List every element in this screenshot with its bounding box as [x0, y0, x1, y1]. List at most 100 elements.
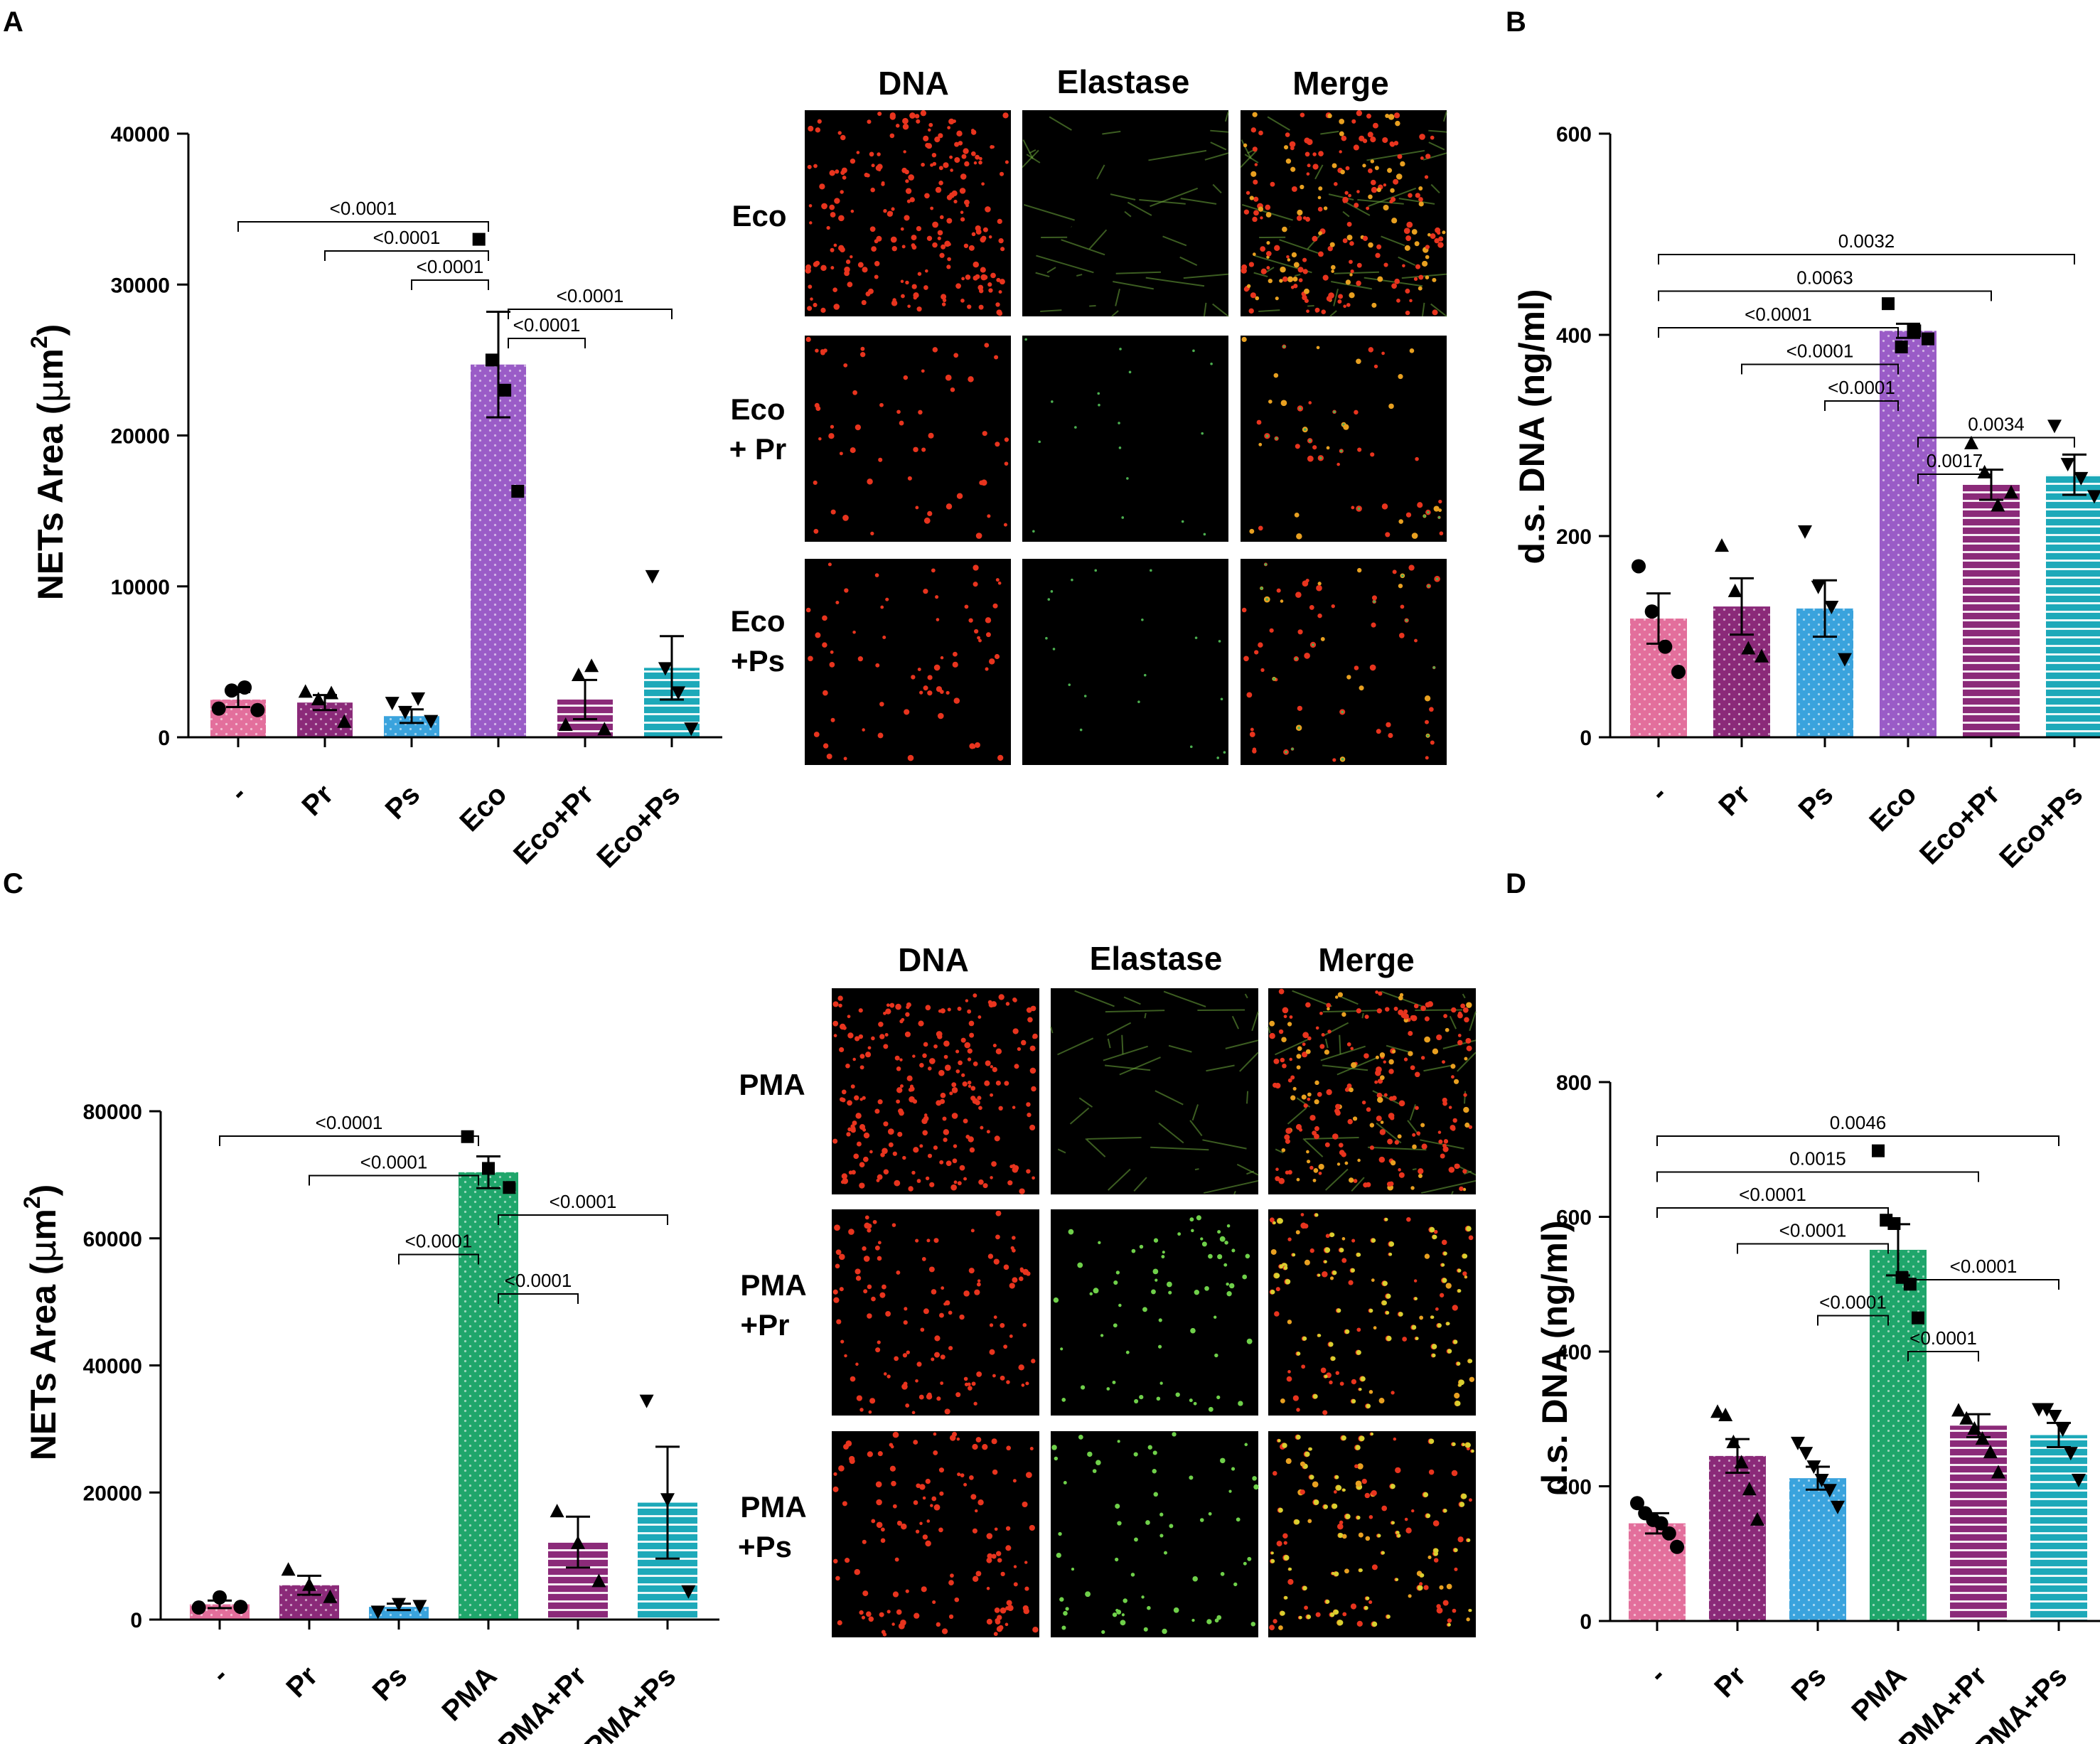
- point-a-5-3: [684, 722, 699, 737]
- bar-c-3: [459, 1172, 518, 1620]
- ytick-label-a-2: 20000: [111, 425, 170, 449]
- xtick-label-c-1: Pr: [280, 1660, 323, 1703]
- sig-label-c-4: <0.0001: [316, 1112, 383, 1133]
- panel-label-b: B: [1506, 6, 1526, 38]
- micrograph-2-r1-merge: [1268, 988, 1477, 1195]
- point-d-4-5: [1991, 1465, 2005, 1479]
- ytick-label-b-0: 0: [1580, 727, 1592, 750]
- point-d-4-0: [1951, 1403, 1966, 1417]
- sig-label-a-4: <0.0001: [330, 198, 397, 219]
- errorbar-a-3: [486, 310, 510, 419]
- micro2-row2-label-line2: +Pr: [741, 1308, 790, 1342]
- point-b-1-1: [1727, 583, 1742, 597]
- xtick-label-c-0: -: [205, 1660, 235, 1689]
- errorbar-b-2: [1813, 579, 1837, 638]
- point-d-2-2: [1806, 1460, 1821, 1475]
- chart-d-ylabel: d.s. DNA (ng/ml): [1535, 1220, 1575, 1495]
- point-c-0-1: [213, 1590, 227, 1605]
- micrograph-2-r3-elastase: [1051, 1431, 1259, 1637]
- point-d-4-1: [1959, 1411, 1974, 1425]
- sig-label-d-0: <0.0001: [1909, 1327, 1977, 1349]
- point-b-2-2: [1824, 601, 1839, 615]
- sig-bracket-d-3: [1737, 1243, 1889, 1254]
- micrograph-1-r1-merge: [1240, 109, 1447, 317]
- point-d-1-4: [1742, 1482, 1757, 1496]
- sig-label-b-6: 0.0032: [1838, 230, 1895, 252]
- point-a-4-1: [571, 667, 586, 681]
- point-d-2-4: [1822, 1484, 1837, 1498]
- micro2-row3-label-line1: PMA: [740, 1490, 806, 1524]
- point-c-2-1: [392, 1598, 406, 1612]
- micro1-col-merge: Merge: [1292, 65, 1388, 102]
- point-c-5-1: [660, 1493, 675, 1507]
- xtick-label-c-2: Ps: [367, 1660, 414, 1707]
- sig-bracket-a-2: [411, 279, 489, 290]
- sig-label-c-3: <0.0001: [360, 1152, 428, 1173]
- micrograph-2-r1-elastase: [1050, 988, 1259, 1195]
- sig-bracket-b-2: [1824, 400, 1899, 411]
- point-c-1-0: [281, 1562, 296, 1576]
- sig-bracket-a-1: [508, 309, 673, 319]
- chart-c: 0 20000 40000 60000 80000 - Pr Ps PMAPMA+PrPMA+P…: [83, 1101, 719, 1744]
- chart-a-ylabel: NETs Area (μm2): [26, 324, 71, 601]
- bar-d-2: [1789, 1478, 1846, 1621]
- ytick-label-a-1: 10000: [111, 576, 170, 599]
- point-d-5-1: [2040, 1403, 2055, 1417]
- sig-label-d-2: <0.0001: [1950, 1256, 2018, 1277]
- point-b-4-1: [1977, 464, 1992, 478]
- micrograph-2-r2-merge: [1268, 1209, 1476, 1416]
- xtick-label-b-5: Eco+Ps: [1993, 779, 2089, 874]
- point-d-1-0: [1710, 1404, 1725, 1418]
- point-b-3-0: [1882, 297, 1895, 311]
- point-d-5-2: [2047, 1410, 2062, 1424]
- ytick-label-a-3: 30000: [111, 274, 170, 297]
- micrograph-2-r3-dna: [832, 1431, 1039, 1637]
- sig-label-b-0: 0.0017: [1927, 450, 1983, 471]
- point-c-1-1: [302, 1577, 316, 1591]
- xtick-label-a-0: -: [224, 779, 253, 808]
- sig-label-a-2: <0.0001: [417, 256, 484, 277]
- xtick-label-a-2: Ps: [380, 779, 427, 825]
- sig-bracket-d-0: [1907, 1351, 1979, 1362]
- sig-label-b-4: <0.0001: [1745, 304, 1812, 325]
- point-d-2-3: [1814, 1474, 1829, 1488]
- point-d-5-3: [2055, 1423, 2070, 1437]
- point-a-1-3: [337, 714, 352, 728]
- micro1-row2-label-line1: Eco: [730, 392, 785, 426]
- sig-bracket-d-2: [1907, 1279, 2059, 1290]
- bar-d-5: [2030, 1435, 2087, 1621]
- point-b-4-2: [1991, 498, 2005, 512]
- sig-label-d-5: 0.0015: [1789, 1148, 1846, 1170]
- bar-d-4: [1950, 1425, 2007, 1621]
- point-d-5-4: [2063, 1447, 2078, 1461]
- point-b-2-3: [1838, 653, 1852, 667]
- micrograph-1-r3-elastase: [1022, 559, 1228, 765]
- xtick-label-c-3: PMA: [436, 1660, 503, 1727]
- point-a-0-0: [211, 701, 226, 716]
- sig-label-c-0: <0.0001: [505, 1270, 572, 1291]
- xtick-label-a-5: Eco+Ps: [591, 779, 686, 874]
- micrograph-2-r3-merge: [1268, 1431, 1476, 1637]
- sig-bracket-c-2: [498, 1214, 668, 1225]
- point-b-1-0: [1715, 538, 1729, 552]
- point-d-1-3: [1734, 1455, 1749, 1469]
- xtick-label-c-5: PMA+Ps: [579, 1660, 682, 1744]
- point-c-4-0: [550, 1504, 564, 1518]
- sig-bracket-b-3: [1741, 363, 1899, 375]
- point-b-2-0: [1798, 525, 1812, 539]
- ytick-label-c-2: 40000: [83, 1355, 142, 1379]
- micrograph-1-r2-elastase: [1022, 336, 1228, 542]
- sig-label-a-1: <0.0001: [557, 285, 624, 306]
- xtick-label-d-4: PMA+Pr: [1893, 1660, 1993, 1744]
- errorbar-a-5: [660, 635, 684, 701]
- sig-bracket-d-1: [1817, 1315, 1889, 1326]
- point-d-1-5: [1750, 1512, 1764, 1526]
- ytick-label-c-3: 60000: [83, 1228, 142, 1251]
- point-a-0-1: [224, 683, 239, 698]
- sig-bracket-b-1: [1917, 437, 2075, 448]
- point-b-5-3: [2087, 490, 2100, 504]
- point-a-2-3: [424, 715, 439, 729]
- sig-label-c-2: <0.0001: [550, 1191, 617, 1212]
- point-d-3-5: [1912, 1311, 1924, 1325]
